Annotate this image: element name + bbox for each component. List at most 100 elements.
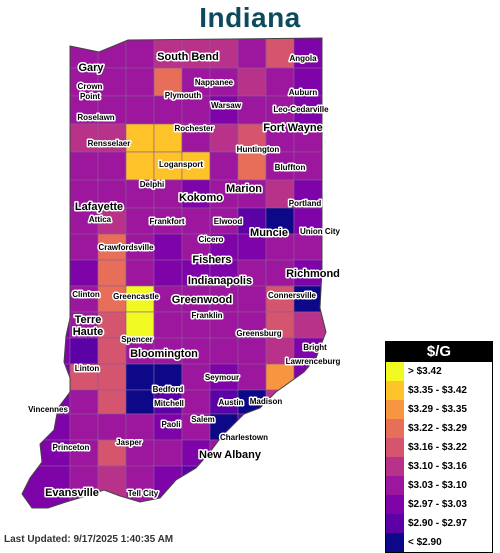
county-area[interactable] [97,389,127,415]
county-area[interactable] [20,95,71,125]
county-area[interactable] [237,95,267,125]
county-area[interactable] [125,363,155,391]
county-area[interactable] [20,179,71,209]
county-area[interactable] [69,151,99,181]
county-area[interactable] [265,179,295,209]
county-area[interactable] [209,259,239,287]
county-area[interactable] [181,233,211,261]
county-area[interactable] [20,151,71,181]
county-area[interactable] [181,207,211,235]
county-area[interactable] [69,123,99,153]
county-area[interactable] [237,363,267,391]
county-area[interactable] [265,465,295,512]
county-area[interactable] [181,95,211,125]
county-area[interactable] [125,67,155,97]
county-area[interactable] [265,36,295,69]
county-area[interactable] [125,285,155,313]
county-area[interactable] [293,439,326,467]
county-area[interactable] [153,123,183,153]
county-area[interactable] [293,95,326,125]
county-area[interactable] [97,413,127,441]
county-area[interactable] [97,207,127,235]
county-area[interactable] [97,95,127,125]
county-area[interactable] [181,337,211,365]
county-area[interactable] [237,337,267,365]
county-area[interactable] [97,285,127,313]
county-area[interactable] [293,36,326,69]
county-area[interactable] [293,413,326,441]
county-area[interactable] [237,259,267,287]
county-area[interactable] [97,233,127,261]
county-area[interactable] [265,151,295,181]
county-area[interactable] [20,36,71,69]
county-area[interactable] [293,151,326,181]
county-area[interactable] [265,311,295,339]
county-area[interactable] [237,465,267,512]
county-area[interactable] [209,207,239,235]
county-area[interactable] [69,95,99,125]
county-area[interactable] [125,207,155,235]
county-area[interactable] [97,179,127,209]
county-area[interactable] [293,389,326,415]
county-area[interactable] [293,179,326,209]
county-area[interactable] [20,259,71,287]
county-area[interactable] [153,259,183,287]
county-area[interactable] [181,413,211,441]
county-area[interactable] [265,413,295,441]
county-area[interactable] [125,95,155,125]
county-area[interactable] [265,67,295,97]
county-area[interactable] [69,413,99,441]
county-area[interactable] [209,233,239,261]
county-area[interactable] [153,337,183,365]
county-area[interactable] [209,95,239,125]
county-area[interactable] [209,285,239,313]
county-area[interactable] [97,337,127,365]
county-area[interactable] [69,311,99,339]
county-area[interactable] [125,337,155,365]
county-area[interactable] [293,363,326,391]
county-area[interactable] [209,337,239,365]
county-area[interactable] [69,233,99,261]
county-area[interactable] [125,36,155,69]
county-area[interactable] [181,465,211,512]
county-area[interactable] [237,285,267,313]
county-area[interactable] [153,36,183,69]
county-area[interactable] [153,67,183,97]
county-area[interactable] [20,363,71,391]
county-area[interactable] [153,233,183,261]
county-area[interactable] [69,389,99,415]
county-area[interactable] [293,311,326,339]
county-area[interactable] [293,207,326,235]
county-area[interactable] [237,36,267,69]
county-area[interactable] [153,95,183,125]
county-area[interactable] [20,337,71,365]
county-area[interactable] [20,123,71,153]
county-area[interactable] [265,123,295,153]
county-area[interactable] [265,363,295,391]
county-area[interactable] [153,439,183,467]
county-area[interactable] [293,123,326,153]
county-area[interactable] [97,67,127,97]
county-area[interactable] [237,67,267,97]
county-area[interactable] [69,259,99,287]
county-area[interactable] [153,311,183,339]
county-area[interactable] [97,465,127,512]
county-area[interactable] [97,151,127,181]
county-area[interactable] [265,439,295,467]
county-area[interactable] [20,233,71,261]
county-area[interactable] [20,285,71,313]
county-area[interactable] [265,233,295,261]
county-area[interactable] [293,465,326,512]
county-area[interactable] [209,67,239,97]
county-area[interactable] [293,67,326,97]
county-area[interactable] [69,439,99,467]
county-area[interactable] [20,413,71,441]
county-area[interactable] [125,311,155,339]
county-area[interactable] [125,123,155,153]
county-area[interactable] [153,363,183,391]
county-area[interactable] [97,123,127,153]
county-area[interactable] [265,207,295,235]
county-area[interactable] [181,363,211,391]
county-area[interactable] [97,363,127,391]
